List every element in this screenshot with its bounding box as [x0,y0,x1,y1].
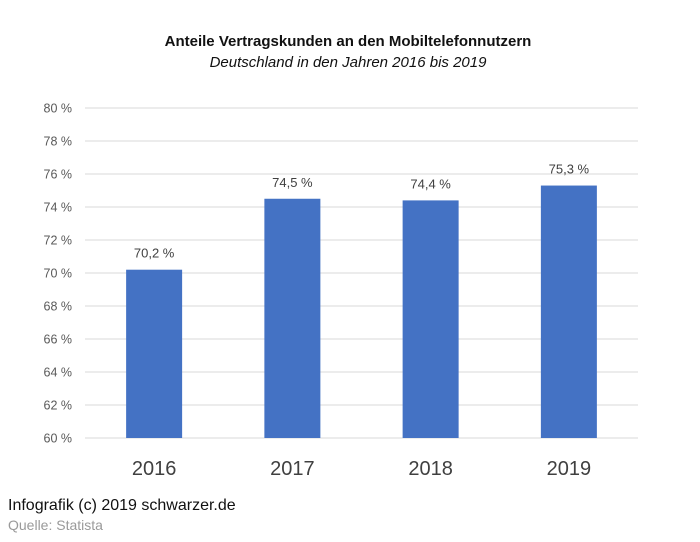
data-label-2016: 70,2 % [134,246,175,261]
y-tick-label: 78 % [44,135,73,149]
footer-source: Quelle: Statista [8,517,103,533]
y-axis-ticks: 60 % 62 % 64 % 66 % 68 % 70 % 72 % 74 % 76 % 78 %… [44,102,73,446]
data-label-2019: 75,3 % [549,162,590,177]
x-tick-label-2016: 2016 [132,458,177,480]
y-tick-label: 66 % [44,333,73,347]
y-tick-label: 80 % [44,102,73,116]
y-tick-label: 64 % [44,366,73,380]
bar-2018 [402,200,459,438]
footer-credit: Infografik (c) 2019 schwarzer.de [8,497,236,514]
y-tick-label: 60 % [44,432,73,446]
x-tick-label-2018: 2018 [408,458,453,480]
y-tick-label: 68 % [44,300,73,314]
data-label-2017: 74,5 % [272,175,313,190]
y-tick-label: 70 % [44,267,73,281]
bar-2016 [126,269,183,438]
chart-title: Anteile Vertragskunden an den Mobiltelef… [165,33,532,50]
x-tick-label-2017: 2017 [270,458,315,480]
y-tick-label: 62 % [44,399,73,413]
y-tick-label: 74 % [44,201,73,215]
x-axis-ticks: 2016 2017 2018 2019 [132,458,591,480]
y-tick-label: 76 % [44,168,73,182]
bars [126,185,597,438]
data-label-2018: 74,4 % [410,176,451,191]
bar-2019 [540,185,597,438]
x-tick-label-2019: 2019 [547,458,592,480]
bar-2017 [264,198,321,438]
chart-subtitle: Deutschland in den Jahren 2016 bis 2019 [210,54,488,71]
y-tick-label: 72 % [44,234,73,248]
data-labels: 70,2 % 74,5 % 74,4 % 75,3 % [134,162,590,261]
